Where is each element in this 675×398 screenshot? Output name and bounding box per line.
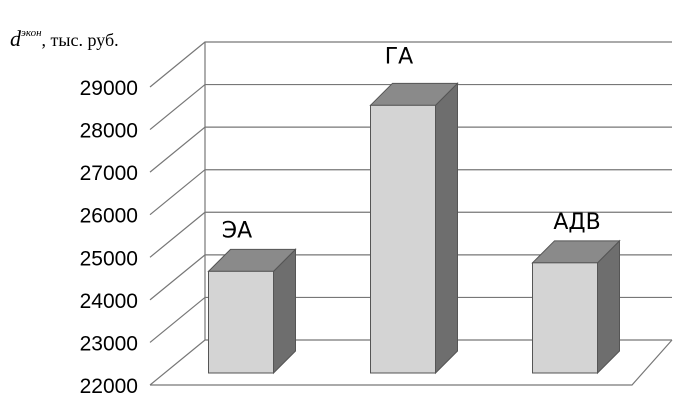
category-label: АДВ [553,210,600,235]
category-label: ГА [385,44,413,69]
y-tick-label: 29000 [80,77,138,100]
y-tick-label: 27000 [80,162,138,185]
y-tick-label: 24000 [80,290,138,313]
y-axis-label: dэкон, тыс. руб. [10,26,119,52]
y-axis-label-superscript: экон [21,27,42,39]
bar-side [597,239,620,375]
bar [370,104,436,374]
bar [208,270,274,374]
y-tick-label: 22000 [80,375,138,398]
y-axis-label-unit: , тыс. руб. [41,30,119,50]
y-tick-label: 26000 [80,205,138,228]
y-axis-label-symbol: d [10,26,21,51]
bar-side [435,82,458,375]
y-tick-label: 25000 [80,247,138,270]
y-tick-label: 23000 [80,332,138,355]
floor-edge [150,339,673,386]
category-label: ЭА [222,218,252,243]
y-tick-label: 28000 [80,120,138,143]
bar [532,262,598,374]
